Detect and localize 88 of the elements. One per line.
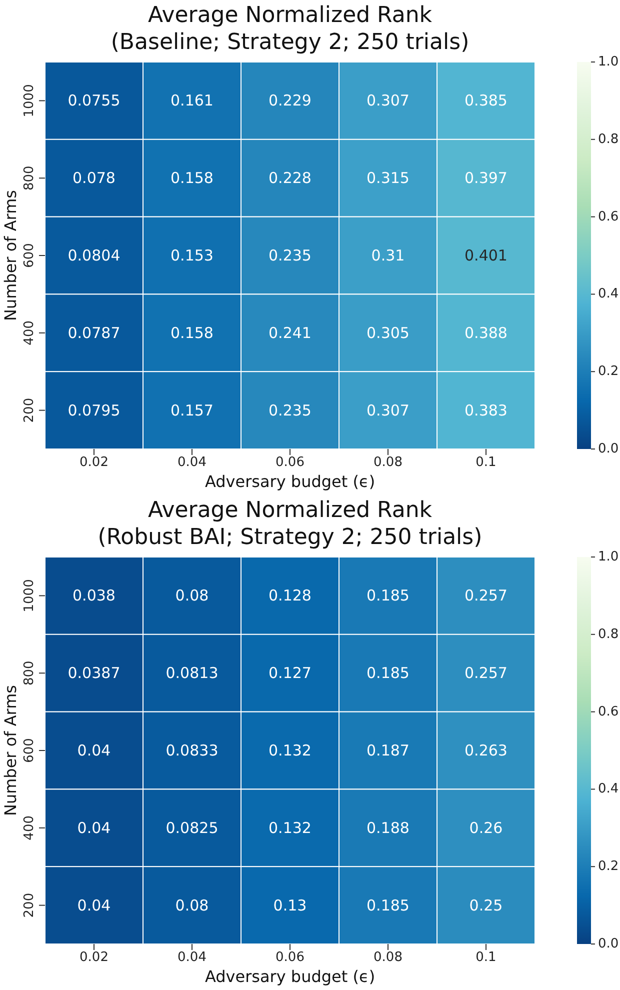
y-tick-label: 800 (22, 660, 37, 686)
data-label: 0.132 (268, 818, 312, 837)
color-bar-label: 0.2 (598, 859, 619, 874)
color-bar-label: 0.8 (598, 626, 619, 642)
x-tick-label: 0.04 (178, 950, 206, 966)
color-bar-label: 0.0 (598, 936, 619, 952)
y-tick-label: 400 (22, 320, 37, 346)
data-label: 0.158 (170, 169, 214, 188)
x-tick-label: 0.02 (80, 950, 108, 966)
x-tick-label: 0.04 (178, 455, 206, 470)
color-bar-label: 1.0 (598, 54, 619, 70)
y-tick-label: 1000 (22, 84, 37, 118)
x-axis-title: Adversary budget (ϵ) (204, 967, 376, 986)
data-label: 0.241 (268, 324, 312, 342)
data-label: 0.13 (273, 896, 307, 914)
y-tick-label: 1000 (22, 579, 37, 612)
data-label: 0.0795 (68, 401, 120, 420)
color-bar-label: 1.0 (598, 550, 619, 564)
data-label: 0.307 (366, 401, 410, 420)
data-label: 0.401 (464, 246, 508, 264)
x-tick-label: 0.06 (276, 950, 304, 966)
color-bar-label: 0.2 (598, 364, 619, 380)
data-label: 0.132 (268, 742, 312, 760)
data-label: 0.315 (366, 169, 410, 188)
data-label: 0.128 (268, 586, 312, 605)
y-axis-title: Number of Arms (1, 190, 20, 322)
data-label: 0.04 (77, 742, 111, 760)
chart-title: Average Normalized Rank (Baseline; Strategy 2; 250 trials) (110, 2, 470, 56)
color-bar-label: 0.0 (598, 442, 619, 456)
data-label: 0.235 (268, 246, 312, 264)
data-label: 0.385 (464, 92, 508, 110)
x-axis-title: Adversary budget (ϵ) (204, 472, 376, 491)
data-label: 0.185 (366, 664, 410, 682)
color-bar-label: 0.8 (598, 132, 619, 147)
x-tick-label: 0.1 (476, 950, 496, 966)
data-label: 0.0787 (68, 324, 120, 342)
data-label: 0.383 (464, 401, 508, 420)
data-label: 0.257 (464, 586, 508, 605)
data-label: 0.388 (464, 324, 508, 342)
data-label: 0.038 (72, 586, 116, 605)
data-label: 0.228 (268, 169, 312, 188)
data-label: 0.307 (366, 92, 410, 110)
x-tick-label: 0.02 (80, 455, 108, 470)
data-label: 0.229 (268, 92, 312, 110)
y-tick-label: 600 (22, 738, 37, 763)
data-label: 0.0833 (166, 742, 218, 760)
data-label: 0.185 (366, 586, 410, 605)
chart-title: Average Normalized Rank (Robust BAI; Strategy 2; 250 trials) (96, 497, 484, 551)
data-label: 0.04 (77, 818, 111, 837)
data-label: 0.188 (366, 818, 410, 837)
data-label: 0.0825 (166, 818, 218, 837)
color-bar-label: 0.4 (598, 782, 619, 797)
data-label: 0.26 (469, 818, 503, 837)
data-label: 0.305 (366, 324, 410, 342)
y-axis-title: Number of Arms (1, 684, 20, 816)
data-label: 0.078 (72, 169, 116, 188)
data-label: 0.0387 (68, 664, 120, 682)
color-bar-label: 0.6 (598, 209, 619, 224)
y-tick-label: 200 (22, 892, 37, 918)
data-label: 0.127 (268, 664, 312, 682)
x-tick-label: 0.08 (374, 950, 402, 966)
color-bar-label: 0.4 (598, 286, 619, 302)
y-tick-label: 600 (22, 243, 37, 268)
color-bar-label: 0.6 (598, 704, 619, 720)
y-tick-label: 800 (22, 166, 37, 191)
data-label: 0.263 (464, 742, 508, 760)
data-label: 0.185 (366, 896, 410, 914)
data-label: 0.0755 (68, 92, 120, 110)
data-label: 0.157 (170, 401, 214, 420)
data-label: 0.161 (170, 92, 214, 110)
data-label: 0.257 (464, 664, 508, 682)
data-label: 0.0813 (166, 664, 218, 682)
data-label: 0.31 (371, 246, 405, 264)
x-tick-label: 0.08 (374, 455, 402, 470)
y-tick-label: 400 (22, 815, 37, 840)
data-label: 0.0804 (68, 246, 120, 264)
data-label: 0.25 (469, 896, 503, 914)
data-label: 0.397 (464, 169, 508, 188)
data-label: 0.235 (268, 401, 312, 420)
data-label: 0.04 (77, 896, 111, 914)
data-label: 0.08 (175, 586, 209, 605)
x-tick-label: 0.06 (276, 455, 304, 470)
data-label: 0.153 (170, 246, 214, 264)
data-label: 0.187 (366, 742, 410, 760)
data-label: 0.158 (170, 324, 214, 342)
x-tick-label: 0.1 (476, 455, 496, 470)
y-tick-label: 200 (22, 398, 37, 423)
data-label: 0.08 (175, 896, 209, 914)
